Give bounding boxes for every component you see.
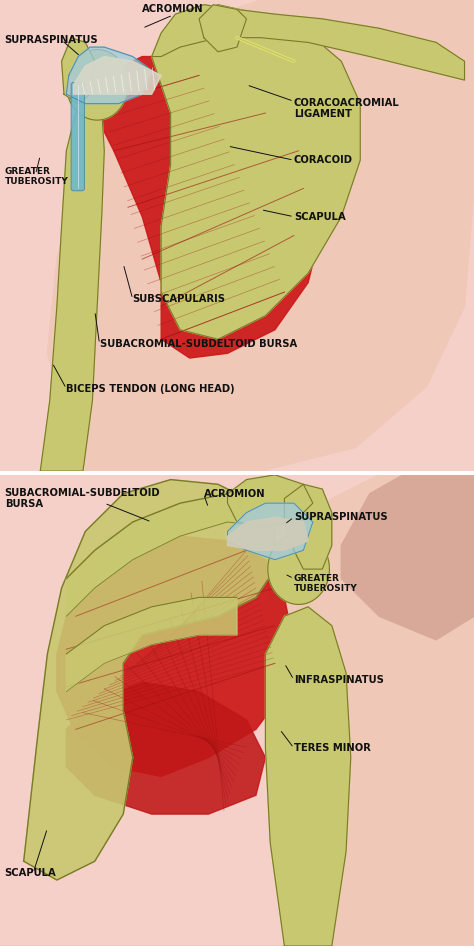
Polygon shape (73, 57, 161, 95)
Polygon shape (199, 5, 246, 52)
Text: ACROMION: ACROMION (204, 489, 265, 499)
Polygon shape (95, 57, 322, 358)
Text: GREATER
TUBEROSITY: GREATER TUBEROSITY (294, 573, 357, 593)
Polygon shape (228, 517, 308, 551)
Polygon shape (66, 682, 265, 815)
Text: SUBACROMIAL-SUBDELTOID
BURSA: SUBACROMIAL-SUBDELTOID BURSA (5, 487, 160, 509)
Polygon shape (0, 0, 474, 471)
Polygon shape (66, 494, 265, 616)
Polygon shape (57, 536, 294, 777)
Text: SUPRASPINATUS: SUPRASPINATUS (294, 513, 388, 522)
Text: SUBSCAPULARIS: SUBSCAPULARIS (133, 294, 226, 305)
Text: SCAPULA: SCAPULA (5, 868, 56, 878)
Polygon shape (0, 475, 474, 946)
Polygon shape (40, 95, 104, 471)
Polygon shape (228, 503, 313, 560)
Text: BICEPS TENDON (LONG HEAD): BICEPS TENDON (LONG HEAD) (66, 384, 235, 394)
Text: TERES MINOR: TERES MINOR (294, 744, 371, 753)
Text: INFRASPINATUS: INFRASPINATUS (294, 674, 384, 685)
Polygon shape (152, 5, 360, 340)
Polygon shape (24, 480, 275, 880)
Polygon shape (152, 5, 465, 80)
Polygon shape (62, 38, 95, 104)
Polygon shape (265, 606, 351, 946)
Polygon shape (66, 597, 237, 692)
Polygon shape (66, 47, 152, 104)
Text: SUPRASPINATUS: SUPRASPINATUS (5, 35, 99, 45)
Text: GREATER
TUBEROSITY: GREATER TUBEROSITY (5, 166, 68, 186)
Text: SUBACROMIAL-SUBDELTOID BURSA: SUBACROMIAL-SUBDELTOID BURSA (100, 339, 297, 349)
Polygon shape (268, 534, 329, 604)
Polygon shape (66, 49, 128, 120)
Polygon shape (341, 475, 474, 639)
Polygon shape (284, 484, 332, 569)
Text: SCAPULA: SCAPULA (294, 212, 346, 221)
Text: CORACOACROMIAL
LIGAMENT: CORACOACROMIAL LIGAMENT (294, 97, 400, 119)
FancyBboxPatch shape (71, 82, 84, 191)
Text: CORACOID: CORACOID (294, 155, 353, 166)
Polygon shape (0, 475, 474, 946)
Polygon shape (228, 475, 313, 527)
Polygon shape (47, 0, 474, 471)
Text: ACROMION: ACROMION (142, 4, 204, 14)
